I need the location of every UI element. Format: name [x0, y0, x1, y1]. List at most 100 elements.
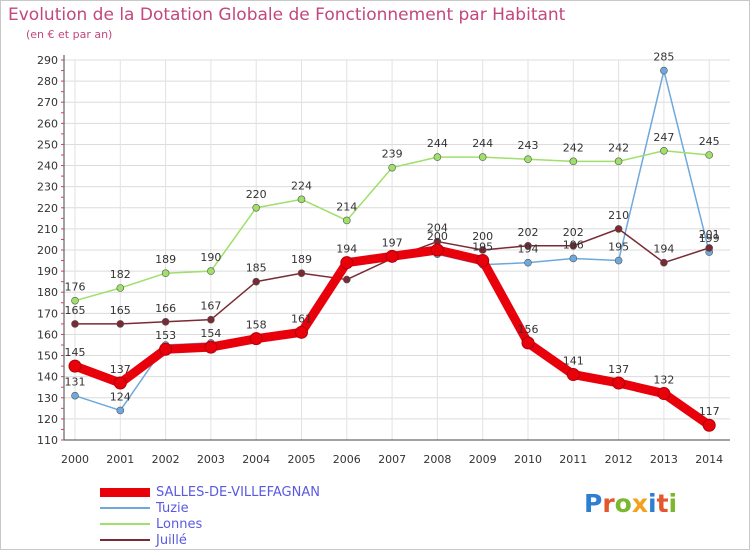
y-tick-label: 240 — [37, 160, 58, 173]
point-juille — [297, 269, 306, 278]
point-tuzie — [116, 406, 125, 415]
data-label-salles: 154 — [200, 327, 221, 340]
y-tick-label: 290 — [37, 54, 58, 67]
data-label-lonnes: 224 — [291, 179, 312, 192]
data-label-juille: 204 — [427, 222, 448, 235]
data-label-salles: 195 — [472, 241, 493, 254]
y-tick-label: 150 — [37, 350, 58, 363]
x-tick-label: 2014 — [695, 453, 723, 466]
point-lonnes — [524, 155, 532, 164]
data-label-salles: 197 — [382, 236, 403, 249]
data-label-lonnes: 176 — [65, 281, 86, 294]
data-label-juille: 210 — [608, 209, 629, 222]
data-label-lonnes: 189 — [155, 253, 176, 266]
x-tick-label: 2001 — [106, 453, 134, 466]
data-label-salles: 137 — [110, 363, 131, 376]
legend-swatch-lonnes — [100, 523, 150, 525]
legend-label-juille: Juillé — [156, 532, 187, 548]
y-tick-label: 210 — [37, 223, 58, 236]
x-tick-label: 2003 — [197, 453, 225, 466]
data-label-juille: 166 — [155, 302, 176, 315]
data-label-juille: 201 — [699, 228, 720, 241]
data-label-lonnes: 239 — [382, 148, 403, 161]
y-tick-label: 230 — [37, 181, 58, 194]
point-juille — [705, 244, 714, 252]
point-tuzie — [71, 391, 79, 400]
point-tuzie — [660, 66, 668, 75]
data-label-lonnes: 247 — [653, 131, 674, 144]
logo-letter: i — [648, 489, 657, 518]
chart-title: Evolution de la Dotation Globale de Fonc… — [8, 5, 566, 25]
point-lonnes — [433, 153, 442, 161]
point-salles — [566, 368, 580, 382]
data-label-salles: 153 — [155, 329, 176, 342]
data-label-lonnes: 214 — [336, 200, 357, 213]
data-label-juille: 165 — [110, 304, 131, 317]
point-juille — [660, 258, 668, 267]
point-salles — [430, 243, 444, 257]
y-tick-label: 130 — [37, 392, 58, 405]
logo-letter: t — [656, 489, 669, 518]
data-label-salles: 137 — [608, 363, 629, 376]
data-label-lonnes: 243 — [518, 139, 539, 152]
data-label-tuzie: 285 — [653, 51, 674, 64]
point-lonnes — [342, 216, 351, 225]
point-salles — [204, 340, 218, 354]
point-juille — [116, 320, 125, 328]
legend-label-salles: SALLES-DE-VILLEFAGNAN — [156, 484, 320, 500]
x-tick-label: 2011 — [559, 453, 587, 466]
point-lonnes — [614, 157, 623, 166]
y-tick-label: 250 — [37, 138, 58, 151]
data-label-lonnes: 245 — [699, 135, 720, 148]
point-tuzie — [524, 258, 532, 267]
point-tuzie — [569, 254, 578, 263]
x-tick-label: 2007 — [378, 453, 406, 466]
y-tick-label: 160 — [37, 328, 58, 341]
axes: 110 120 130 140 150 160 170 180 190 200 210 220 230 2… — [37, 54, 730, 466]
y-tick-label: 200 — [37, 244, 58, 257]
x-tick-label: 2005 — [288, 453, 316, 466]
data-label-lonnes: 244 — [472, 137, 493, 150]
point-juille — [207, 315, 215, 324]
point-lonnes — [705, 151, 714, 159]
y-tick-label: 190 — [37, 265, 58, 278]
y-tick-label: 220 — [37, 202, 58, 215]
point-salles — [68, 359, 82, 373]
legend-item-lonnes: Lonnes — [100, 516, 320, 532]
point-lonnes — [569, 157, 578, 166]
point-salles — [113, 376, 127, 390]
logo-letter: o — [614, 489, 632, 518]
data-label-juille: 194 — [653, 243, 674, 256]
data-label-salles: 145 — [65, 346, 86, 359]
x-tick-label: 2000 — [61, 453, 89, 466]
y-tick-label: 110 — [37, 434, 58, 447]
data-label-lonnes: 182 — [110, 268, 131, 281]
legend-label-tuzie: Tuzie — [156, 500, 189, 516]
logo-letter: x — [631, 489, 648, 518]
data-label-salles: 141 — [563, 355, 584, 368]
point-lonnes — [207, 267, 215, 275]
x-tick-label: 2002 — [152, 453, 180, 466]
point-salles — [657, 387, 671, 401]
y-tick-label: 180 — [37, 286, 58, 299]
series-lines — [68, 66, 716, 432]
logo-letter: r — [602, 489, 615, 518]
point-salles — [159, 342, 173, 356]
point-juille — [252, 277, 261, 286]
legend-item-salles: SALLES-DE-VILLEFAGNAN — [100, 484, 320, 500]
data-label-tuzie: 196 — [563, 238, 584, 251]
data-label-juille: 167 — [200, 300, 221, 313]
data-label-salles: 132 — [653, 374, 674, 387]
y-tick-label: 270 — [37, 96, 58, 109]
logo-letter: P — [584, 489, 603, 518]
y-tick-label: 170 — [37, 307, 58, 320]
x-tick-label: 2012 — [605, 453, 633, 466]
point-lonnes — [252, 203, 261, 212]
legend-swatch-juille — [100, 539, 150, 541]
y-tick-label: 140 — [37, 371, 58, 384]
x-tick-label: 2010 — [514, 453, 542, 466]
x-tick-label: 2006 — [333, 453, 361, 466]
data-label-tuzie: 131 — [65, 376, 86, 389]
